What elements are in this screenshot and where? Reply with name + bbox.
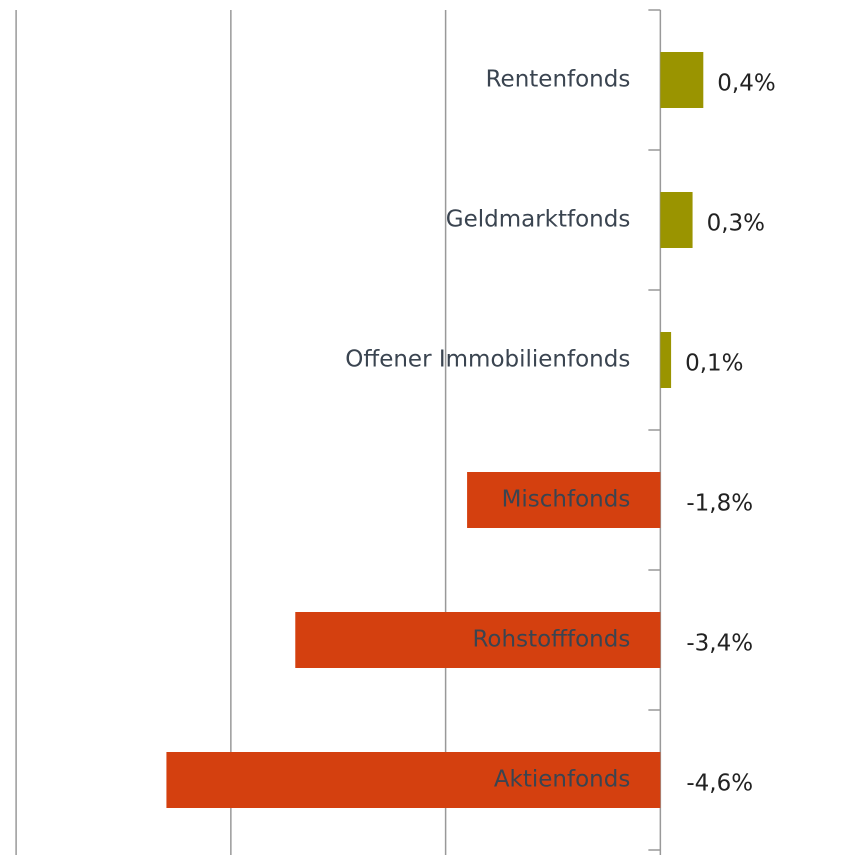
category-label: Offener Immobilienfonds <box>345 347 630 373</box>
value-label: 0,3% <box>707 211 765 237</box>
value-label: 0,4% <box>717 71 775 97</box>
value-label: -4,6% <box>686 771 753 797</box>
bar <box>295 612 661 668</box>
category-label: Aktienfonds <box>494 767 631 793</box>
bar <box>660 192 693 248</box>
bar <box>467 472 661 528</box>
category-label: Mischfonds <box>502 487 631 513</box>
category-label: Geldmarktfonds <box>446 207 631 233</box>
bar <box>660 332 672 388</box>
category-label: Rohstofffonds <box>472 627 630 653</box>
value-label: -1,8% <box>686 491 753 517</box>
value-label: 0,1% <box>685 351 743 377</box>
value-label: -3,4% <box>686 631 753 657</box>
category-label: Rentenfonds <box>486 67 631 93</box>
bar <box>166 752 661 808</box>
bar <box>660 52 704 108</box>
